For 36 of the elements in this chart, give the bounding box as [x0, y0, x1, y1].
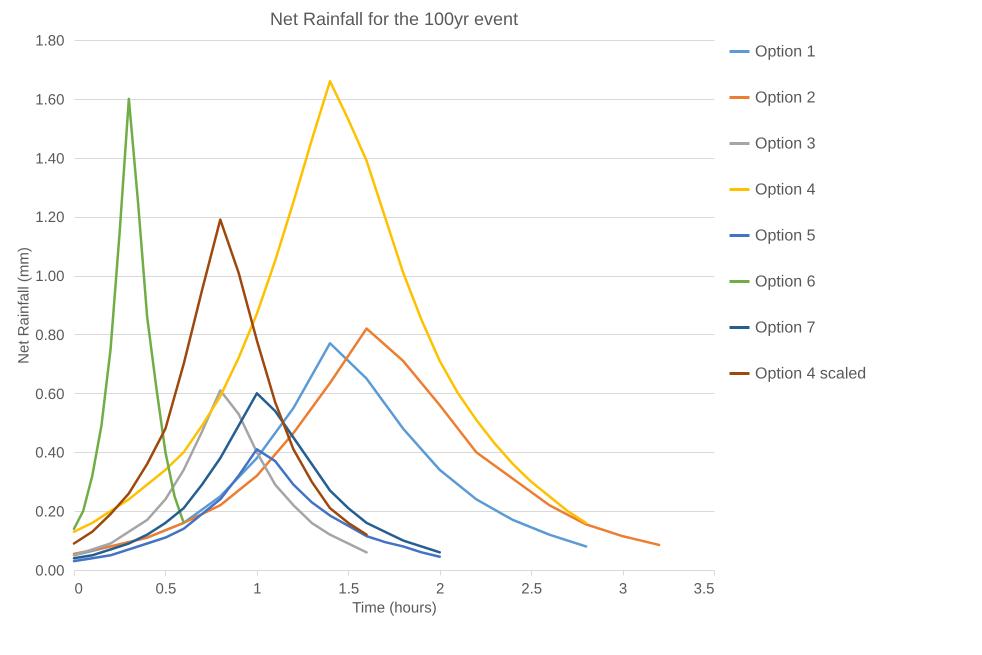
chart-title: Net Rainfall for the 100yr event [270, 9, 518, 29]
y-tick-label: 0.40 [35, 444, 64, 462]
x-tick-label: 1.5 [338, 580, 360, 598]
line-series [72, 80, 588, 533]
legend-label: Option 2 [755, 90, 816, 106]
y-tick-label: 1.40 [35, 150, 64, 168]
y-tick-label: 1.00 [35, 268, 64, 286]
x-tick-label: 1 [253, 580, 262, 598]
legend-label: Option 5 [755, 228, 816, 244]
line-series [72, 448, 441, 562]
legend-label: Option 3 [755, 136, 816, 152]
x-tick-label: 0.5 [156, 580, 176, 598]
line-series [72, 392, 441, 560]
y-tick-label: 1.60 [35, 91, 64, 108]
line-series [72, 327, 660, 556]
x-axis-title: Time (hours) [352, 600, 437, 616]
legend-label: Option 1 [755, 44, 816, 60]
legend-label: Option 7 [755, 320, 816, 336]
x-tick-label: 0 [74, 580, 83, 598]
x-tick-label: 3 [618, 580, 628, 598]
legend-label: Option 6 [755, 274, 816, 290]
line-series [72, 98, 185, 530]
y-tick-label: 0.00 [35, 562, 64, 580]
x-tick-label: 2.5 [521, 580, 542, 598]
y-tick-label: 0.60 [35, 386, 64, 403]
x-tick-label: 3.5 [694, 580, 714, 598]
y-axis-title: Net Rainfall (mm) [15, 247, 32, 364]
y-tick-label: 0.20 [35, 504, 64, 521]
legend-label: Option 4 [755, 182, 816, 198]
y-tick-label: 0.80 [35, 326, 64, 344]
legend-label: Option 4 scaled [755, 366, 866, 382]
y-tick-label: 1.20 [35, 209, 64, 226]
x-tick-label: 2 [436, 580, 444, 598]
line-series [72, 218, 368, 545]
y-tick-label: 1.80 [35, 32, 64, 50]
line-series [72, 389, 368, 557]
